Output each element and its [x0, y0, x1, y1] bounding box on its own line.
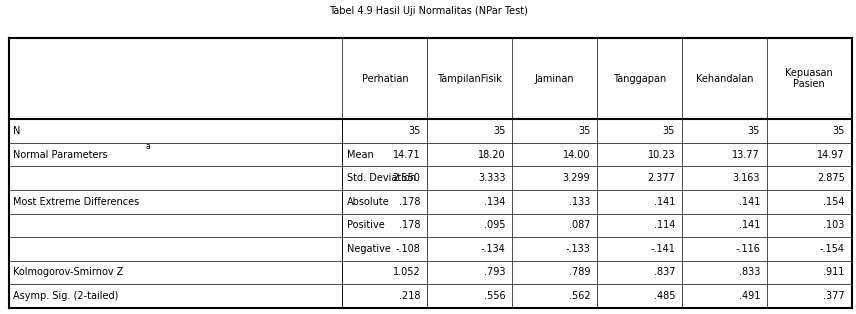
Text: -.154: -.154	[820, 244, 845, 254]
Text: -.141: -.141	[651, 244, 675, 254]
Text: 35: 35	[408, 126, 420, 136]
Text: Mean: Mean	[347, 150, 373, 160]
Text: 1.052: 1.052	[393, 268, 420, 277]
Text: Kehandalan: Kehandalan	[696, 73, 753, 84]
Text: Positive: Positive	[347, 220, 384, 230]
Text: TampilanFisik: TampilanFisik	[437, 73, 502, 84]
Text: Normal Parameters: Normal Parameters	[13, 150, 108, 160]
Text: N: N	[13, 126, 21, 136]
Text: -.116: -.116	[735, 244, 760, 254]
Text: .789: .789	[568, 268, 590, 277]
Text: 35: 35	[578, 126, 590, 136]
Text: Asymp. Sig. (2-tailed): Asymp. Sig. (2-tailed)	[13, 291, 118, 301]
Text: .793: .793	[484, 268, 505, 277]
Text: 14.97: 14.97	[817, 150, 845, 160]
Text: 10.23: 10.23	[647, 150, 675, 160]
Text: 13.77: 13.77	[732, 150, 760, 160]
Text: 35: 35	[663, 126, 675, 136]
Text: .485: .485	[654, 291, 675, 301]
Text: Absolute: Absolute	[347, 197, 389, 207]
Text: 3.333: 3.333	[478, 173, 505, 183]
Text: .133: .133	[569, 197, 590, 207]
Text: 3.163: 3.163	[733, 173, 760, 183]
Text: .134: .134	[484, 197, 505, 207]
Text: .114: .114	[654, 220, 675, 230]
Text: 2.377: 2.377	[647, 173, 675, 183]
Text: 14.00: 14.00	[562, 150, 590, 160]
Text: 35: 35	[493, 126, 505, 136]
Text: .141: .141	[739, 220, 760, 230]
Text: 35: 35	[747, 126, 760, 136]
Text: 2.875: 2.875	[817, 173, 845, 183]
Text: -.108: -.108	[395, 244, 420, 254]
Text: 14.71: 14.71	[393, 150, 420, 160]
Text: Jaminan: Jaminan	[535, 73, 574, 84]
Text: .911: .911	[823, 268, 845, 277]
Text: Perhatian: Perhatian	[361, 73, 408, 84]
Text: Tanggapan: Tanggapan	[613, 73, 666, 84]
Text: Most Extreme Differences: Most Extreme Differences	[13, 197, 139, 207]
Text: .154: .154	[823, 197, 845, 207]
Text: -.134: -.134	[480, 244, 505, 254]
Text: 18.20: 18.20	[478, 150, 505, 160]
Text: Std. Deviation: Std. Deviation	[347, 173, 416, 183]
Text: .141: .141	[654, 197, 675, 207]
Text: a: a	[146, 142, 151, 151]
Text: .103: .103	[823, 220, 845, 230]
Text: -.133: -.133	[565, 244, 590, 254]
Text: .087: .087	[568, 220, 590, 230]
Text: .556: .556	[484, 291, 505, 301]
Text: .491: .491	[739, 291, 760, 301]
Text: Kolmogorov-Smirnov Z: Kolmogorov-Smirnov Z	[13, 268, 123, 277]
Text: 35: 35	[833, 126, 845, 136]
Text: .095: .095	[484, 220, 505, 230]
Text: .178: .178	[399, 220, 420, 230]
Text: Negative: Negative	[347, 244, 390, 254]
Text: 2.550: 2.550	[393, 173, 420, 183]
Text: .178: .178	[399, 197, 420, 207]
Text: .141: .141	[739, 197, 760, 207]
Text: .218: .218	[399, 291, 420, 301]
Text: .833: .833	[739, 268, 760, 277]
Text: .837: .837	[654, 268, 675, 277]
Text: 3.299: 3.299	[562, 173, 590, 183]
Text: .377: .377	[823, 291, 845, 301]
Text: .562: .562	[568, 291, 590, 301]
Text: Kepuasan
Pasien: Kepuasan Pasien	[786, 68, 833, 89]
Text: Tabel 4.9 Hasil Uji Normalitas (NPar Test): Tabel 4.9 Hasil Uji Normalitas (NPar Tes…	[329, 6, 527, 16]
